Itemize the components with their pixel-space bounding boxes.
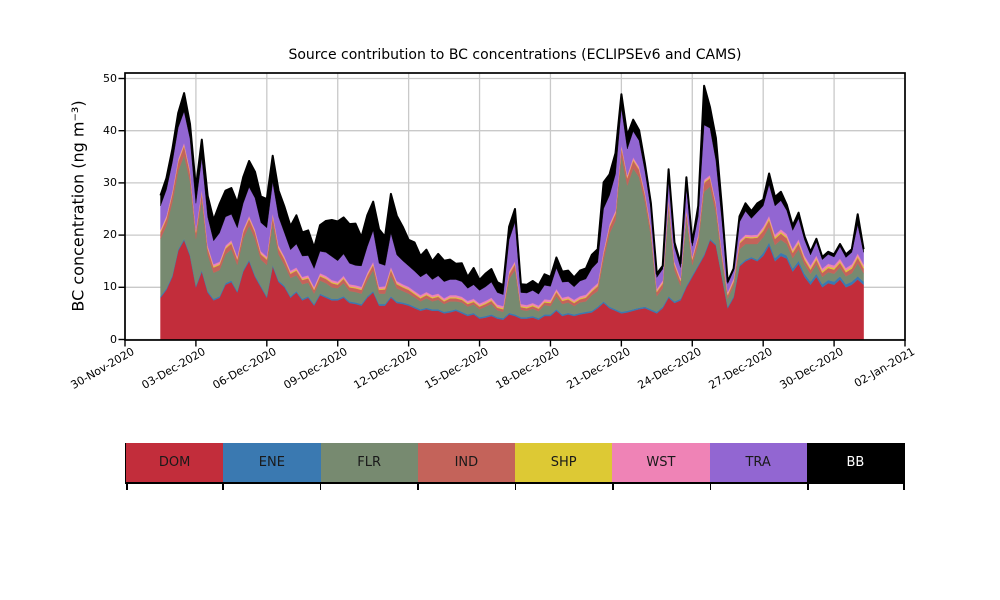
legend-axis-tick [514,484,516,490]
axes-frame [124,72,906,341]
legend-item-TRA: TRA [709,443,807,482]
legend-label: WST [646,455,676,470]
legend-label: DOM [158,455,191,470]
legend-item-WST: WST [612,443,710,482]
chart-title: Source contribution to BC concentrations… [288,47,742,63]
legend-axis-tick [903,484,905,490]
y-tick-label: 0 [110,332,117,346]
legend-item-BB: BB [806,443,904,482]
legend-label: TRA [745,455,771,470]
legend-item-ENE: ENE [223,443,321,482]
legend-axis-tick [417,484,419,490]
y-tick-label: 50 [103,71,117,85]
legend-axis-tick [709,484,711,490]
legend-axis-tick [126,484,128,490]
legend-label: IND [454,455,479,470]
legend-label: BB [846,455,865,470]
legend-label: FLR [357,455,381,470]
legend-axis-tick [319,484,321,490]
y-tick-label: 40 [103,123,117,137]
y-tick-label: 20 [103,228,117,242]
legend-axis-tick [612,484,614,490]
legend-item-IND: IND [417,443,515,482]
y-tick-label: 10 [103,280,117,294]
y-tick-label: 30 [103,175,117,189]
legend-label: SHP [550,455,577,470]
legend-item-FLR: FLR [320,443,418,482]
total-envelope-line [159,84,865,287]
legend-axis-tick [222,484,224,490]
legend-axis-tick [807,484,809,490]
legend-item-SHP: SHP [515,443,613,482]
legend: DOM ENE FLR IND SHP WST TRA BB [125,443,905,490]
legend-item-DOM: DOM [126,443,224,482]
legend-label: ENE [258,455,285,470]
